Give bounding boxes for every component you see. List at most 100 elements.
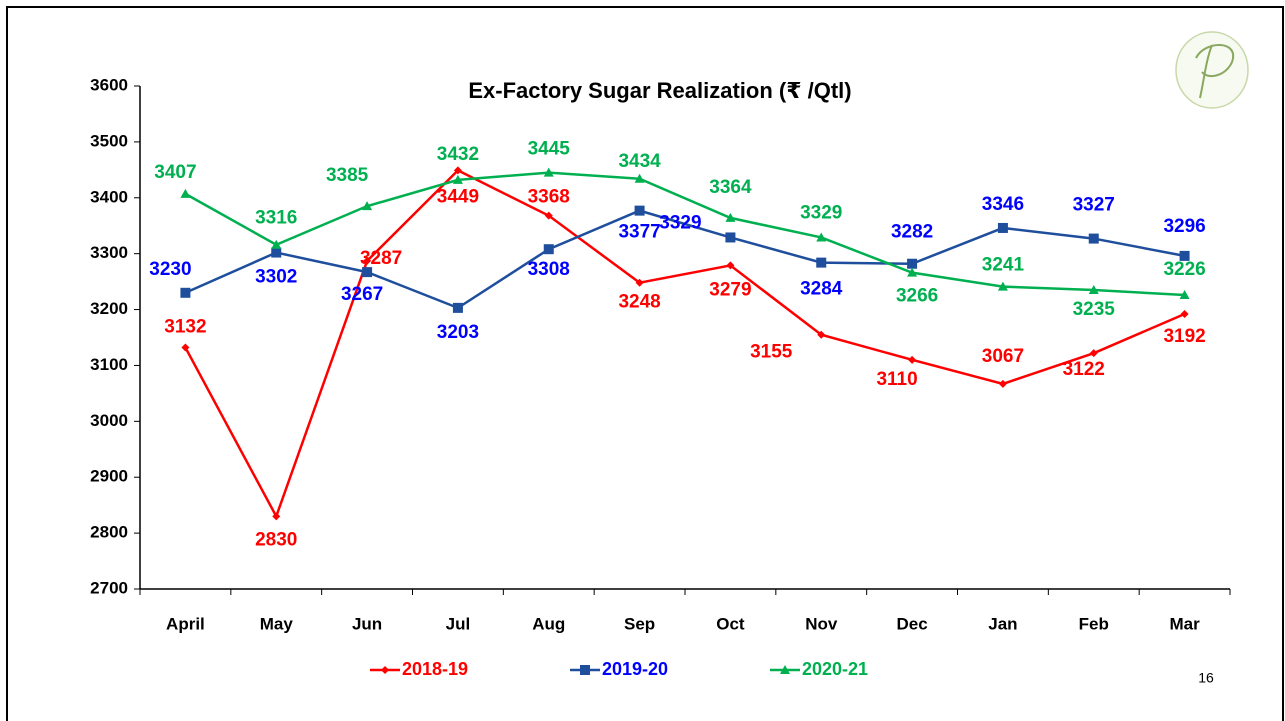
- marker: [543, 244, 554, 255]
- y-tick-label: 3100: [90, 355, 128, 374]
- y-tick-label: 3300: [90, 243, 128, 262]
- page-number: 16: [1198, 670, 1214, 686]
- marker: [452, 174, 463, 184]
- data-label: 3282: [891, 222, 933, 243]
- marker: [907, 258, 918, 269]
- marker: [543, 167, 554, 177]
- y-tick-label: 3200: [90, 299, 128, 318]
- x-tick-label: April: [166, 614, 205, 633]
- y-tick-label: 3000: [90, 411, 128, 430]
- marker: [780, 665, 790, 674]
- x-tick-label: Dec: [896, 614, 927, 633]
- x-tick-label: Aug: [532, 614, 565, 633]
- marker: [363, 256, 372, 265]
- data-label: 3407: [154, 162, 196, 183]
- series-line: [184, 171, 1185, 297]
- data-label: 3226: [1163, 259, 1205, 280]
- marker: [1179, 250, 1190, 261]
- data-label: 3067: [982, 346, 1024, 367]
- data-label: 3122: [1063, 359, 1105, 380]
- marker: [907, 267, 918, 277]
- logo: [1175, 31, 1249, 109]
- data-label: 3203: [437, 322, 479, 343]
- data-label: 3132: [164, 317, 206, 338]
- marker: [726, 261, 735, 270]
- marker: [381, 666, 389, 674]
- data-label: 3316: [255, 208, 297, 229]
- y-tick-label: 2800: [90, 523, 128, 542]
- data-label: 3364: [709, 177, 752, 198]
- marker: [908, 355, 917, 364]
- data-label: 3235: [1073, 299, 1116, 320]
- x-tick-label: Jul: [446, 614, 471, 633]
- marker: [634, 205, 645, 216]
- data-label: 3284: [800, 279, 843, 300]
- marker: [271, 239, 282, 249]
- y-tick-label: 3600: [90, 75, 128, 94]
- marker: [817, 330, 826, 339]
- chart-title: Ex-Factory Sugar Realization (₹ /Qtl): [468, 78, 851, 103]
- data-label: 3308: [528, 259, 570, 280]
- marker: [816, 232, 827, 242]
- series-line: [184, 209, 1185, 310]
- data-label: 3192: [1163, 326, 1205, 347]
- x-tick-label: May: [260, 614, 294, 633]
- data-label: 3327: [1073, 195, 1115, 216]
- marker: [272, 512, 281, 521]
- data-label: 3266: [896, 286, 938, 307]
- marker: [544, 211, 553, 220]
- marker: [1088, 233, 1099, 244]
- marker: [997, 281, 1008, 291]
- marker: [271, 247, 282, 258]
- marker: [1088, 284, 1099, 294]
- y-tick-label: 2900: [90, 467, 128, 486]
- series-line: [184, 168, 1186, 520]
- data-label: 3329: [659, 212, 701, 233]
- data-label: 2830: [255, 529, 297, 550]
- marker: [634, 173, 645, 183]
- marker: [725, 212, 736, 222]
- x-tick-label: Oct: [716, 614, 745, 633]
- marker: [816, 257, 827, 268]
- data-label: 3248: [618, 292, 660, 313]
- data-label: 3296: [1163, 216, 1205, 237]
- data-label: 3155: [750, 342, 793, 363]
- x-tick-label: Jan: [988, 614, 1017, 633]
- data-label: 3241: [982, 255, 1025, 276]
- marker: [180, 188, 191, 198]
- y-tick-label: 3400: [90, 187, 128, 206]
- marker: [180, 287, 191, 298]
- marker: [1180, 310, 1189, 319]
- y-tick-label: 2700: [90, 578, 128, 597]
- data-label: 3110: [876, 369, 917, 390]
- x-tick-label: Nov: [805, 614, 838, 633]
- data-label: 3329: [800, 202, 842, 223]
- marker: [725, 232, 736, 243]
- marker: [1179, 290, 1190, 300]
- marker: [362, 267, 373, 278]
- data-label: 3432: [437, 144, 479, 165]
- marker: [635, 278, 644, 287]
- marker: [580, 665, 590, 675]
- marker: [1089, 349, 1098, 358]
- data-label: 3449: [437, 186, 479, 207]
- legend-label: 2020-21: [802, 659, 868, 679]
- data-label: 3279: [709, 279, 751, 300]
- x-tick-label: Jun: [352, 614, 382, 633]
- data-label: 3287: [360, 248, 402, 269]
- legend-label: 2018-19: [402, 659, 468, 679]
- data-label: 3377: [618, 222, 660, 243]
- marker: [453, 166, 462, 175]
- data-label: 3346: [982, 194, 1024, 215]
- data-label: 3267: [341, 284, 383, 305]
- data-label: 3368: [528, 187, 570, 208]
- x-tick-label: Sep: [624, 614, 655, 633]
- marker: [181, 343, 190, 352]
- marker: [362, 201, 373, 211]
- data-label: 3302: [255, 267, 297, 288]
- y-tick-label: 3500: [90, 131, 128, 150]
- legend-label: 2019-20: [602, 659, 668, 679]
- slide-frame: [6, 6, 1284, 721]
- data-label: 3434: [618, 151, 661, 172]
- x-tick-label: Mar: [1169, 614, 1200, 633]
